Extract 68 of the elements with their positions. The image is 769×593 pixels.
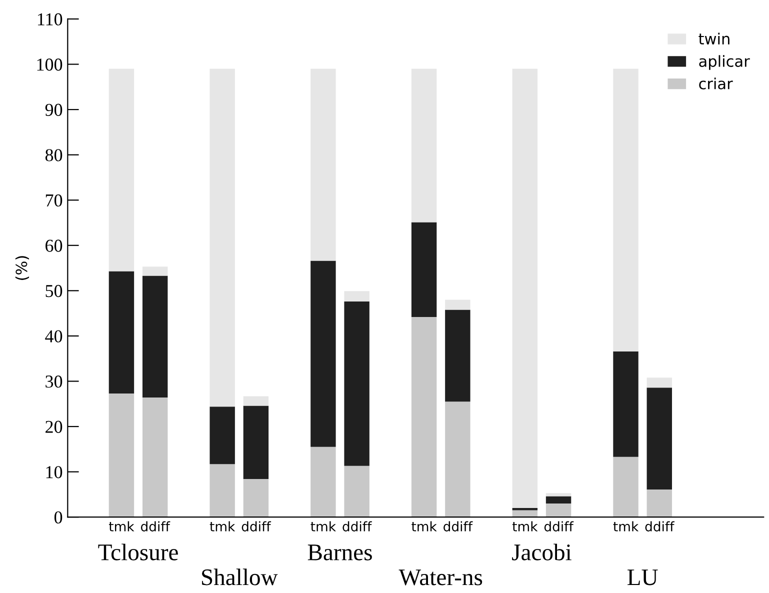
bar xyxy=(411,68,437,222)
x-tick-label: ddiff xyxy=(645,521,674,532)
bar xyxy=(445,300,470,310)
bar xyxy=(445,402,470,518)
y-tick-label: 20 xyxy=(46,420,62,433)
y-tick-label: 100 xyxy=(37,58,62,71)
bar xyxy=(613,456,638,518)
y-tick-label: 50 xyxy=(46,284,62,298)
bar xyxy=(310,260,336,447)
bar xyxy=(546,504,572,518)
text: Barnes xyxy=(308,544,372,560)
x-tick-label: ddiff xyxy=(342,521,372,532)
bar xyxy=(310,446,336,518)
bar xyxy=(243,396,269,406)
text: Jacobi xyxy=(512,544,572,560)
bar xyxy=(546,493,572,496)
legend-label: aplicar xyxy=(699,55,750,70)
y-tick-label: 90 xyxy=(45,104,62,116)
bar xyxy=(411,316,437,518)
y-tick-label: 30 xyxy=(46,376,62,388)
bar xyxy=(546,496,572,504)
text: Shallow xyxy=(202,568,278,586)
bar xyxy=(108,68,134,272)
x-tick-label: tmk xyxy=(108,521,134,532)
x-tick-label: tmk xyxy=(512,521,538,532)
y-tick-label: 60 xyxy=(46,240,62,252)
y-tick-label: 80 xyxy=(45,149,62,162)
x-tick-label: tmk xyxy=(613,521,639,532)
y-tick-label: 110 xyxy=(38,13,62,26)
y-tick-label: 0 xyxy=(54,511,62,524)
x-tick-label: tmk xyxy=(310,521,336,532)
bar xyxy=(445,310,470,402)
bar xyxy=(411,222,437,317)
bar xyxy=(613,351,638,457)
bar xyxy=(108,393,134,518)
bar xyxy=(210,464,235,518)
bar xyxy=(646,489,672,518)
text: LU xyxy=(628,570,658,586)
x-tick-label: ddiff xyxy=(242,521,272,532)
bar xyxy=(310,68,336,261)
y-axis-title: (%) xyxy=(15,256,30,280)
x-tick-label: ddiff xyxy=(140,521,170,532)
bar xyxy=(243,479,269,518)
bar xyxy=(512,68,538,508)
bar xyxy=(142,266,168,276)
bar xyxy=(646,378,672,388)
x-tick-label: ddiff xyxy=(544,521,574,532)
bar xyxy=(210,406,235,464)
legend-label: criar xyxy=(699,78,733,90)
bar xyxy=(344,302,370,466)
y-tick-label: 40 xyxy=(45,330,62,342)
y-tick-label: 10 xyxy=(46,466,62,478)
bar xyxy=(210,68,235,407)
y-tick-label: 70 xyxy=(46,194,62,207)
bar xyxy=(142,398,168,518)
bar xyxy=(243,406,269,480)
text: Tclosure xyxy=(98,544,178,560)
bar xyxy=(142,276,168,398)
legend-label: twin xyxy=(698,32,730,44)
bar xyxy=(344,291,370,302)
bar xyxy=(613,68,638,352)
x-tick-label: tmk xyxy=(210,521,236,532)
bar xyxy=(108,271,134,394)
x-tick-label: tmk xyxy=(412,521,437,532)
bar xyxy=(646,388,672,490)
x-tick-label: ddiff xyxy=(444,521,473,532)
text: Water-ns xyxy=(398,570,482,586)
bar xyxy=(344,466,370,518)
